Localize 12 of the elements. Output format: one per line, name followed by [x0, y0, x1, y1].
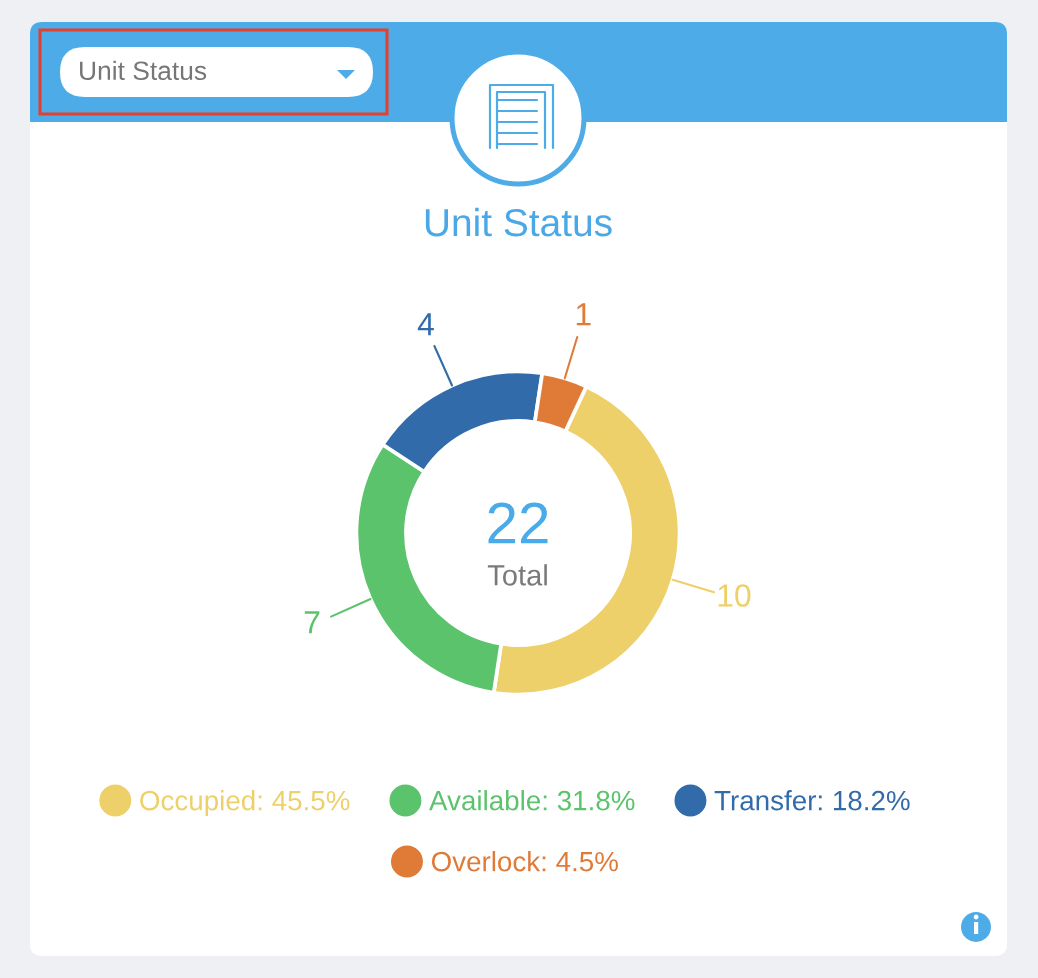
- text: Unit Status: [80, 60, 207, 81]
- legend-label: Occupied: 45.5%: [140, 790, 350, 816]
- legend-label: Transfer: 18.2%: [714, 790, 910, 811]
- legend-label: Overlock: 4.5%: [431, 851, 618, 872]
- data-label: 4: [417, 313, 434, 336]
- chart-title: Unit Status: [425, 207, 612, 237]
- legend-label: Available: 31.8%: [429, 790, 635, 811]
- text: Total: [487, 564, 547, 586]
- text: 22: [488, 502, 548, 544]
- data-label: 1: [576, 303, 591, 326]
- data-label: 7: [304, 611, 320, 634]
- data-label: 10: [718, 584, 751, 607]
